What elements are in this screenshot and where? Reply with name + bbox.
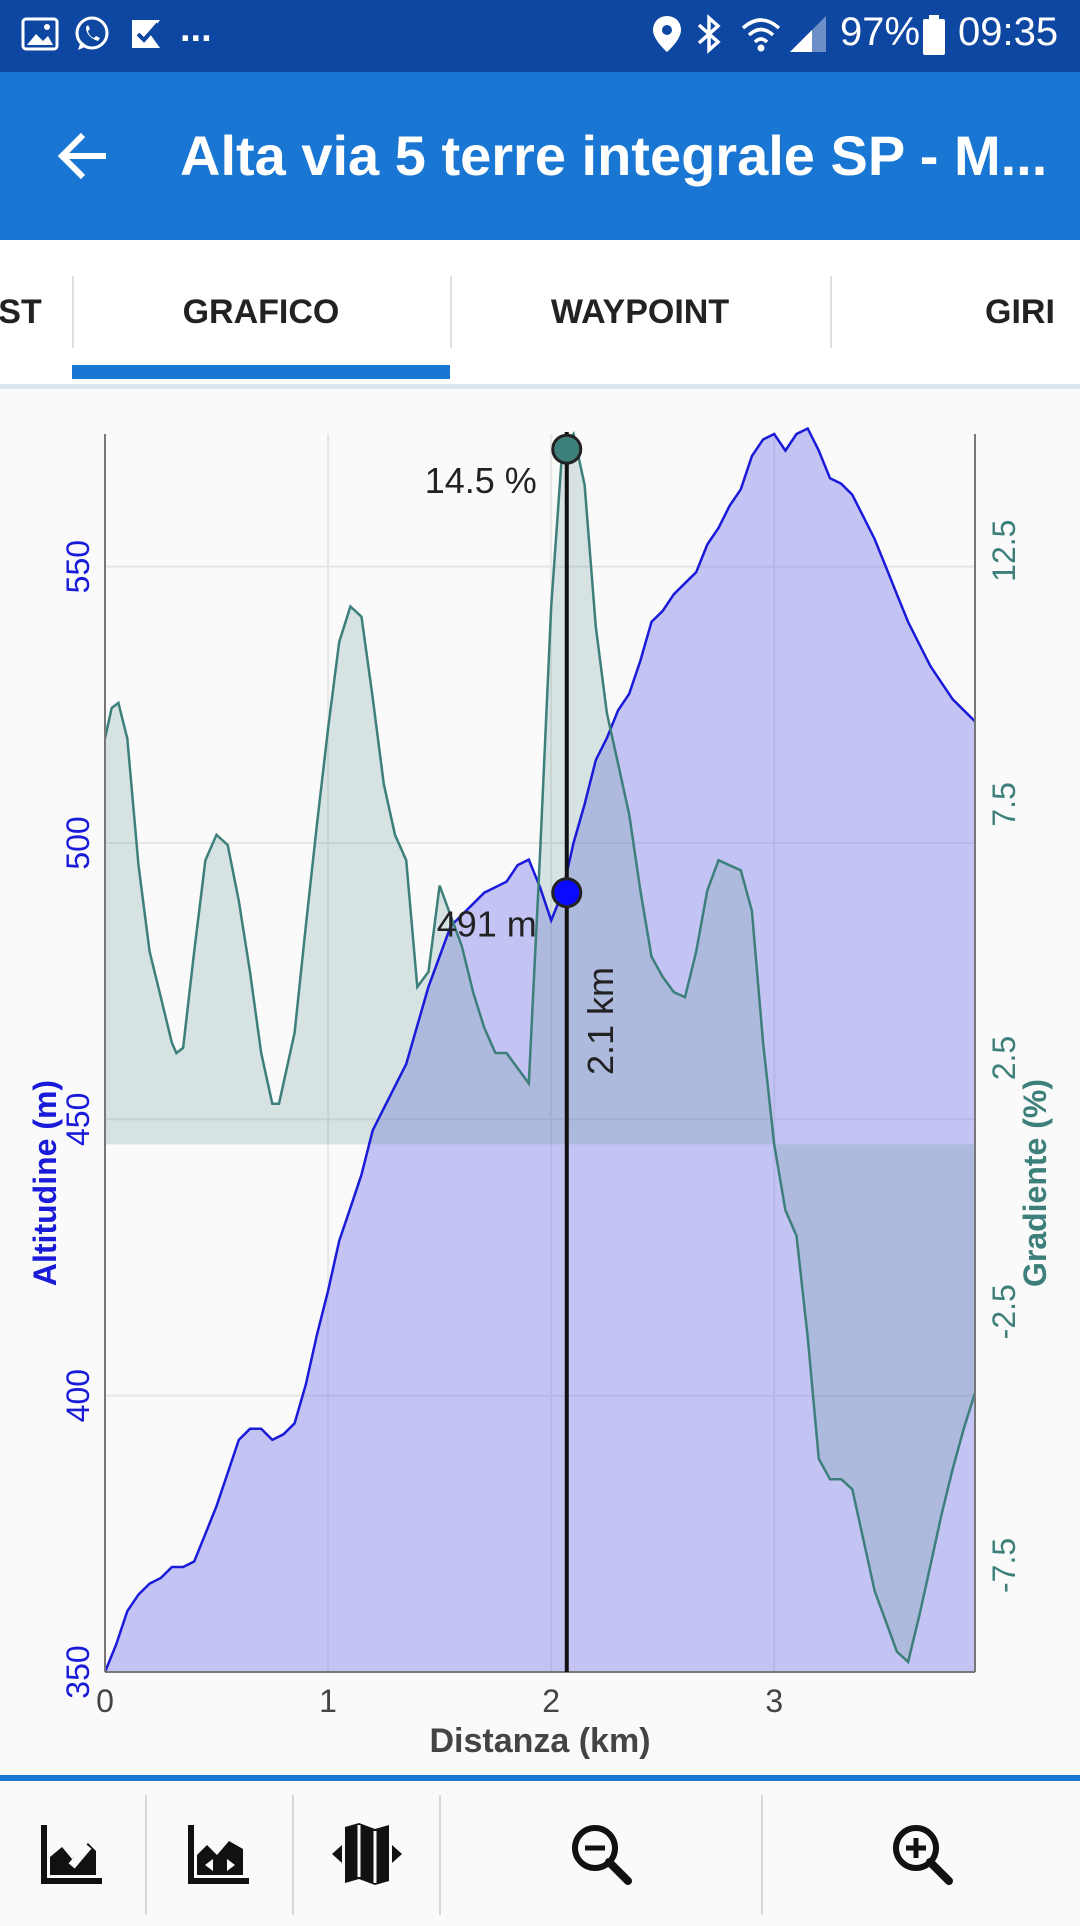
y2-tick-label: -7.5 [986,1538,1022,1593]
x-tick-label: 3 [765,1683,783,1719]
gallery-icon [20,14,60,54]
battery-percent: 97% [840,10,921,54]
y-tick-label: 400 [60,1369,96,1422]
location-icon [650,14,684,54]
x-axis-label: Distanza (km) [429,1722,650,1760]
toolbar-divider [761,1795,763,1915]
x-tick-label: 0 [96,1683,114,1719]
y-axis-label: Altitudine (m) [27,1080,63,1286]
cursor-distance-label: 2.1 km [580,967,621,1075]
wifi-icon [740,14,782,54]
app-bar: Alta via 5 terre integrale SP - M... [0,72,1080,240]
zoom-in-button[interactable] [763,1781,1080,1926]
back-button[interactable] [40,116,128,196]
tab-divider [72,276,74,348]
cursor-gradient-label: 14.5 % [425,460,537,501]
y2-tick-label: -2.5 [986,1284,1022,1339]
y-tick-label: 350 [60,1645,96,1698]
x-tick-label: 2 [542,1683,560,1719]
bottom-toolbar [0,1775,1080,1926]
zoom-in-icon [892,1824,953,1885]
cursor-altitude-label: 491 m [437,904,537,945]
arrow-left-icon [57,132,106,180]
tab-selected-indicator [72,365,450,379]
tab-divider [830,276,832,348]
y2-tick-label: 2.5 [986,1036,1022,1080]
gradient-line [103,431,977,1665]
gradient-area [105,434,975,1662]
bluetooth-icon [694,14,724,54]
cursor-altitude-marker [551,877,583,909]
y2-axis-label: Gradiente (%) [1017,1079,1053,1287]
page-title: Alta via 5 terre integrale SP - M... [180,124,1048,187]
overflow-indicator: ... [180,8,212,50]
toolbar-divider [292,1795,294,1915]
y-tick-label: 450 [60,1093,96,1146]
cursor-gradient-marker [551,433,583,465]
checklist-icon [128,14,168,54]
zoom-out-button[interactable] [441,1781,761,1926]
status-bar: ... 97% 09:35 [0,0,1080,72]
chart-ticks: 0 1 2 3 350 400 450 500 550 -7.5 -2.5 2.5 7.5 12.5 [60,520,1022,1719]
tab-divider [450,276,452,348]
tab-giri[interactable]: GIRI [985,292,1055,331]
toolbar-divider [439,1795,441,1915]
clock: 09:35 [958,10,1059,54]
signal-icon [788,14,828,54]
y2-tick-label: 7.5 [986,782,1022,826]
battery-icon [922,14,946,56]
chart-edit-icon [40,1824,102,1884]
toolbar-divider [145,1795,147,1915]
tab-list[interactable]: ST [0,292,42,331]
y-tick-label: 500 [60,816,96,869]
tab-waypoint[interactable]: WAYPOINT [550,292,730,331]
y2-tick-label: 12.5 [986,520,1022,582]
y-tick-label: 550 [60,540,96,593]
map-split-icon [331,1822,402,1885]
chart-axes [104,434,976,1673]
altitude-area [105,428,975,1672]
tab-grafico[interactable]: GRAFICO [182,292,340,331]
tab-bar: ST GRAFICO WAYPOINT GIRI [0,240,1080,389]
whatsapp-icon [72,14,112,54]
zoom-out-icon [572,1824,632,1885]
chart-area-expand-icon [187,1824,249,1884]
chart-expand-button[interactable] [147,1781,292,1926]
chart-settings-button[interactable] [0,1781,145,1926]
map-split-button[interactable] [294,1781,439,1926]
elevation-chart[interactable]: 0 1 2 3 350 400 450 500 550 -7.5 -2.5 2.5 7.5 12.5 Di… [0,389,1080,1775]
x-tick-label: 1 [319,1683,337,1719]
